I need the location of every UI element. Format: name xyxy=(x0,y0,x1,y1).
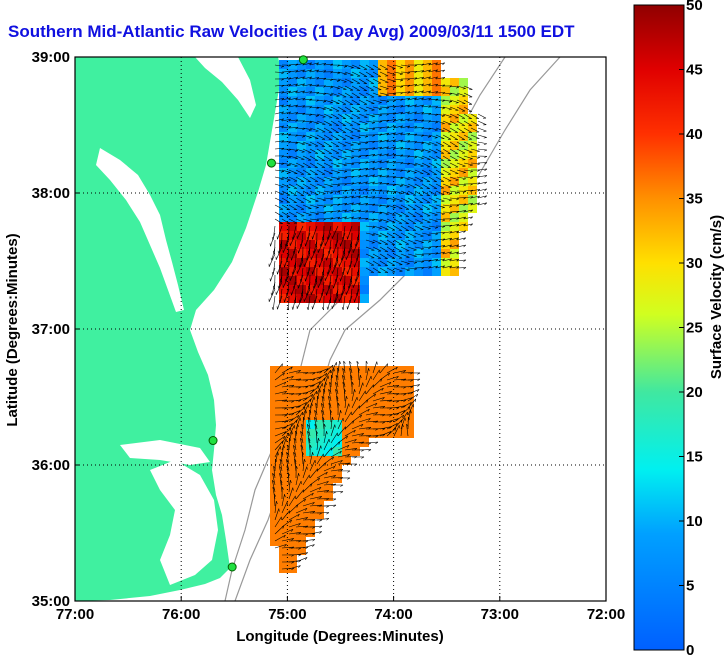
x-tick-label: 77:00 xyxy=(56,606,94,623)
x-tick-label: 74:00 xyxy=(374,606,412,623)
colorbar-tick-label: 40 xyxy=(686,126,703,143)
station-marker xyxy=(298,55,308,65)
colorbar xyxy=(633,4,685,651)
colorbar-tick-label: 15 xyxy=(686,449,703,466)
albemarle-sound xyxy=(120,440,210,465)
colorbar-tick-label: 50 xyxy=(686,0,703,14)
y-tick-label: 38:00 xyxy=(32,185,70,202)
y-tick-label: 35:00 xyxy=(32,593,70,610)
chesapeake-bay xyxy=(96,148,184,312)
x-tick-label: 72:00 xyxy=(587,606,625,623)
colorbar-ticks: 0 5 10 15 20 25 30 35 40 45 50 xyxy=(679,0,703,659)
station-marker xyxy=(227,562,237,572)
map-title: Southern Mid-Atlantic Raw Velocities (1 … xyxy=(8,22,575,41)
y-tick-label: 36:00 xyxy=(32,457,70,474)
station-marker xyxy=(208,436,218,446)
colorbar-tick-label: 30 xyxy=(686,255,703,272)
station-marker xyxy=(266,158,276,168)
delaware-bay xyxy=(195,57,256,118)
x-tick-label: 76:00 xyxy=(162,606,200,623)
colorbar-tick-label: 45 xyxy=(686,62,703,79)
colorbar-tick-label: 25 xyxy=(686,320,703,337)
velocity-field xyxy=(268,60,488,573)
colorbar-tick-label: 10 xyxy=(686,513,703,530)
colorbar-label: Surface Velocity (cm/s) xyxy=(708,215,724,379)
colorbar-tick-label: 0 xyxy=(686,642,694,659)
x-tick-label: 73:00 xyxy=(481,606,519,623)
y-axis-label: Latitude (Degrees:Minutes) xyxy=(4,233,21,426)
y-tick-label: 37:00 xyxy=(32,321,70,338)
station-markers xyxy=(208,55,308,572)
y-tick-label: 39:00 xyxy=(32,49,70,66)
x-tick-label: 75:00 xyxy=(268,606,306,623)
y-axis-ticks: 35:00 36:00 37:00 38:00 39:00 xyxy=(32,49,80,610)
x-axis-ticks: 77:00 76:00 75:00 74:00 73:00 72:00 xyxy=(56,596,625,623)
colorbar-tick-label: 20 xyxy=(686,384,703,401)
colorbar-tick-label: 35 xyxy=(686,191,703,208)
grid xyxy=(75,57,606,601)
x-axis-label: Longitude (Degrees:Minutes) xyxy=(236,628,444,645)
colorbar-tick-label: 5 xyxy=(686,578,694,595)
pamlico-sound xyxy=(150,460,218,585)
